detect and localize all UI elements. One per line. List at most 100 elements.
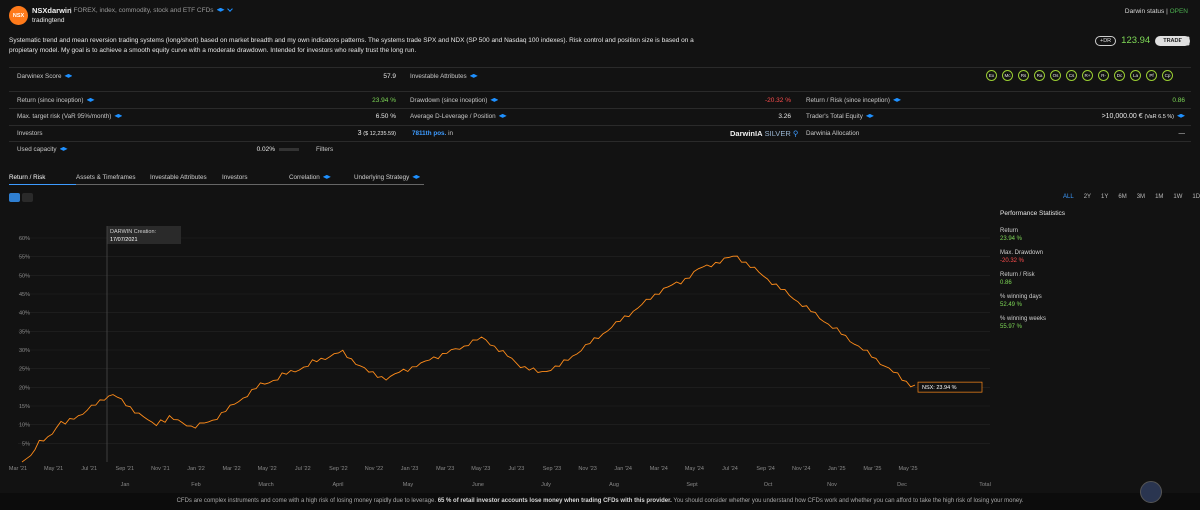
equity-var: (VaR 6.5 %) <box>1144 114 1174 120</box>
tab-label: Underlying Strategy <box>354 174 410 181</box>
divider <box>9 125 1191 126</box>
subtitle-text: | FOREX, index, commodity, stock and ETF… <box>70 7 214 14</box>
darwin-name[interactable]: NSXdarwin <box>32 6 72 15</box>
share-icon[interactable] <box>1180 36 1190 46</box>
trade-button[interactable]: TRADE <box>1155 35 1191 46</box>
x-tick-label: Mar '21 <box>9 466 27 472</box>
tab-label: Correlation <box>289 174 320 181</box>
attribute-badge[interactable]: Mc <box>1002 70 1013 81</box>
y-tick-label: 30% <box>19 348 30 354</box>
line-chart-icon[interactable] <box>9 193 20 202</box>
month-label: Feb <box>191 482 200 488</box>
x-tick-label: Jul '22 <box>295 466 311 472</box>
range-1m[interactable]: 1M <box>1155 194 1164 200</box>
drawdown-value: -20.32 % <box>764 97 791 104</box>
equity-value: >10,000.00 € (VaR 6.5 %) <box>1060 113 1185 120</box>
graduation-cap-icon[interactable] <box>216 7 225 12</box>
chevron-down-icon[interactable] <box>226 6 233 12</box>
x-tick-label: May '22 <box>258 466 277 472</box>
tab-return-risk[interactable]: Return / Risk <box>9 174 76 185</box>
month-label: Jan <box>121 482 130 488</box>
creation-label: DARWIN Creation: <box>110 229 157 235</box>
graduation-cap-icon[interactable] <box>865 113 874 118</box>
attribute-badge[interactable]: R- <box>1098 70 1109 81</box>
darwinia-badge[interactable]: DarwinIA SILVER ⚲ <box>730 129 798 138</box>
attribute-badge[interactable]: Ex <box>986 70 997 81</box>
graduation-cap-icon[interactable] <box>322 174 331 179</box>
x-tick-label: Jan '24 <box>614 466 632 472</box>
stat-value: 52.49 % <box>1000 302 1023 308</box>
value-tooltip: NSX: 23.94 % <box>922 385 957 391</box>
divider <box>9 108 1191 109</box>
range-2y[interactable]: 2Y <box>1083 194 1092 200</box>
y-tick-label: 25% <box>19 367 30 373</box>
x-tick-label: May '25 <box>898 466 917 472</box>
stat-label: % winning days <box>1000 294 1042 300</box>
stats-title: Performance Statistics <box>1000 210 1066 217</box>
graduation-cap-icon[interactable] <box>1177 113 1185 118</box>
x-tick-label: Jul '23 <box>509 466 525 472</box>
leverage-label: Average D-Leverage / Position <box>410 113 507 120</box>
range-1d[interactable]: 1D <box>1192 194 1200 200</box>
month-label: May <box>403 482 414 488</box>
filters-button[interactable]: Filters <box>316 146 334 153</box>
graduation-cap-icon[interactable] <box>59 146 68 151</box>
attribute-badges: Ex Mc Rs Ra Os Cs R+ R- Dc La Pf Cp <box>986 70 1173 81</box>
attribute-badge[interactable]: Dc <box>1114 70 1125 81</box>
stat-value: 0.86 <box>1000 280 1012 286</box>
y-tick-label: 15% <box>19 404 30 410</box>
search-icon[interactable]: ⚲ <box>792 129 799 138</box>
attribute-badge[interactable]: Rs <box>1018 70 1029 81</box>
return-risk-value: 0.86 <box>1172 97 1185 104</box>
x-tick-label: May '23 <box>471 466 490 472</box>
graduation-cap-icon[interactable] <box>114 113 123 118</box>
capacity-label: Used capacity <box>17 146 68 153</box>
chat-assistant-icon[interactable] <box>1140 481 1162 503</box>
tab-label: Investable Attributes <box>150 174 207 181</box>
equity-line <box>21 255 916 463</box>
attribute-badge[interactable]: Cp <box>1162 70 1173 81</box>
x-tick-label: Nov '24 <box>792 466 810 472</box>
equity-chart[interactable]: 5% 10% 15% 20% 25% 30% 35% 40% 45% 50% 55% 60% Mar '… <box>0 200 1000 490</box>
darwinia-brand: DarwinIA <box>730 129 763 138</box>
tab-investors[interactable]: Investors <box>222 174 289 185</box>
tab-assets-timeframes[interactable]: Assets & Timeframes <box>76 174 150 185</box>
graduation-cap-icon[interactable] <box>498 113 507 118</box>
month-label: Total <box>979 482 991 488</box>
provider-name[interactable]: tradingtend <box>32 17 65 24</box>
drawdown-label: Drawdown (since inception) <box>410 97 499 104</box>
attribute-badge[interactable]: R+ <box>1082 70 1093 81</box>
stat-label: Max. Drawdown <box>1000 250 1044 256</box>
graduation-cap-icon[interactable] <box>490 97 499 102</box>
attribute-badge[interactable]: Pf <box>1146 70 1157 81</box>
graduation-cap-icon[interactable] <box>412 174 421 179</box>
bar-chart-icon[interactable] <box>22 193 33 202</box>
range-all[interactable]: ALL <box>1063 194 1074 200</box>
range-1w[interactable]: 1W <box>1173 194 1183 200</box>
tab-underlying-strategy[interactable]: Underlying Strategy <box>354 174 424 185</box>
range-1y[interactable]: 1Y <box>1101 194 1109 200</box>
range-3m[interactable]: 3M <box>1136 194 1146 200</box>
tab-correlation[interactable]: Correlation <box>289 174 354 185</box>
return-value: 23.94 % <box>372 97 396 104</box>
disclaimer-pre: CFDs are complex instruments and come wi… <box>176 498 437 504</box>
dr-chip[interactable]: +DR <box>1095 35 1117 46</box>
attribute-badge[interactable]: Cs <box>1066 70 1077 81</box>
attribute-badge[interactable]: Os <box>1050 70 1061 81</box>
darwinia-rank[interactable]: 7811th pos. <box>412 130 447 137</box>
divider <box>9 141 1191 142</box>
graduation-cap-icon[interactable] <box>469 73 478 78</box>
quote-price: 123.94 <box>1121 35 1151 46</box>
return-label: Return (since inception) <box>17 97 95 104</box>
stat-label: Return / Risk <box>1000 272 1035 278</box>
graduation-cap-icon[interactable] <box>893 97 901 102</box>
graduation-cap-icon[interactable] <box>86 97 95 102</box>
graduation-cap-icon[interactable] <box>64 73 73 78</box>
tab-investable-attributes[interactable]: Investable Attributes <box>150 174 222 185</box>
darwinia-position: 7811th pos. in <box>412 130 453 137</box>
darwin-logo: NSX <box>9 6 28 25</box>
attribute-badge[interactable]: La <box>1130 70 1141 81</box>
attribute-badge[interactable]: Ra <box>1034 70 1045 81</box>
month-label: March <box>258 482 273 488</box>
range-6m[interactable]: 6M <box>1118 194 1127 200</box>
